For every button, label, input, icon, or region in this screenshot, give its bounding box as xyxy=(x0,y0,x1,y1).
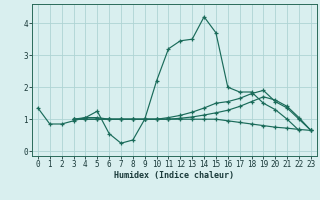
X-axis label: Humidex (Indice chaleur): Humidex (Indice chaleur) xyxy=(115,171,234,180)
